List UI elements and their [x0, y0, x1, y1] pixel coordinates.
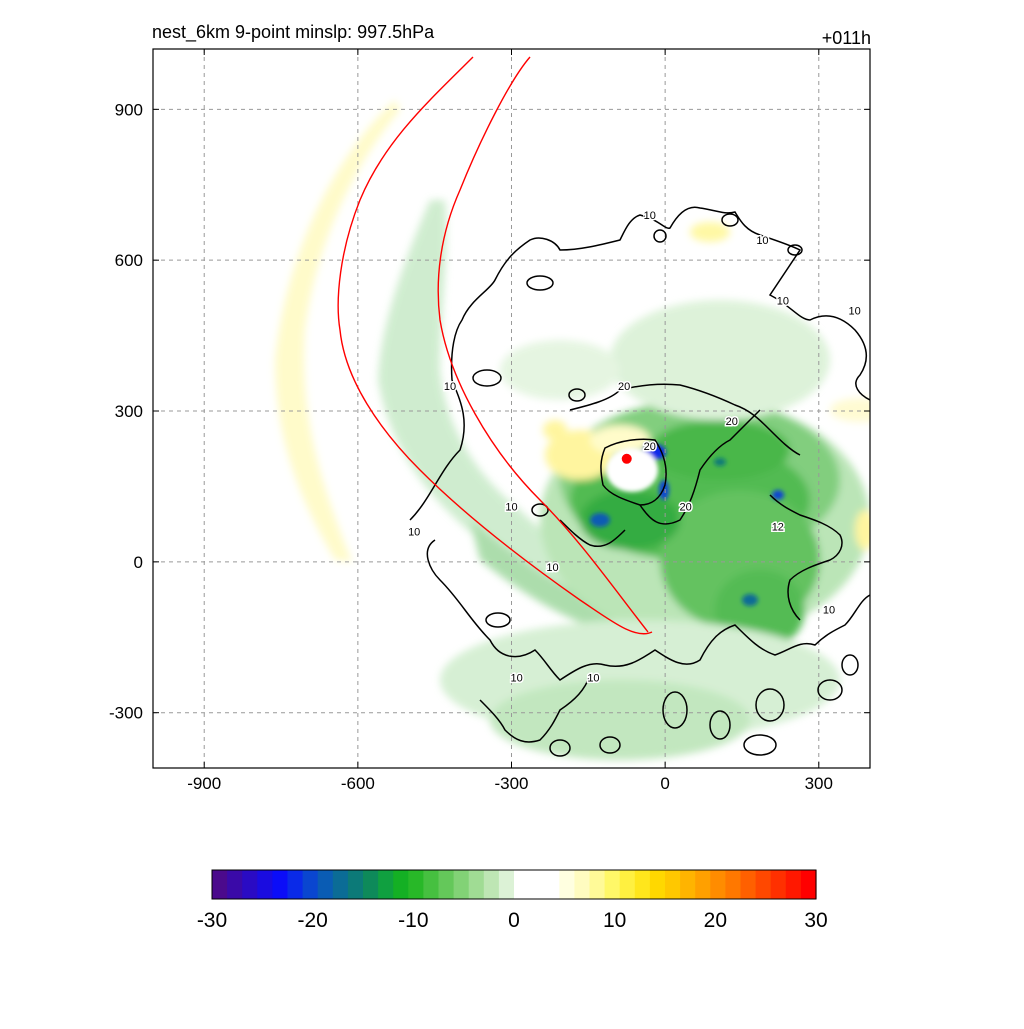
- y-tick-label: 0: [134, 553, 143, 572]
- colorbar-swatch: [468, 870, 485, 899]
- contour-label: 20: [644, 441, 656, 453]
- colorbar-swatch: [287, 870, 304, 899]
- colorbar-swatch: [634, 870, 651, 899]
- colorbar-swatch: [378, 870, 394, 899]
- x-tick-label: -900: [187, 774, 221, 793]
- colorbar-swatch: [438, 870, 455, 899]
- contour-label: 10: [505, 502, 517, 514]
- colorbar-swatch: [559, 870, 575, 899]
- colorbar-swatch: [347, 870, 364, 899]
- contour-label-group: 10 10 10 10 10 20 20 20 20 12 10 10 10 10 10 10: [407, 208, 863, 686]
- colorbar-swatch: [272, 870, 289, 899]
- contour-label: 12: [772, 522, 784, 534]
- colorbar-swatch: [755, 870, 772, 899]
- colorbar-swatch: [257, 870, 273, 899]
- colorbar-swatch: [740, 870, 757, 899]
- colorbar-swatch: [453, 870, 470, 899]
- colorbar-tick-label: 10: [603, 909, 626, 932]
- contour-20-eyewall: [600, 438, 667, 506]
- positive-anomaly-arc: [275, 100, 400, 562]
- y-tick-label: 900: [115, 100, 143, 119]
- contour-10-outer: [409, 206, 870, 521]
- colorbar-frame: [211, 869, 817, 900]
- colorbar-tick-label: -30: [197, 909, 227, 932]
- colorbar-swatch: [680, 870, 696, 899]
- chart-title: nest_6km 9-point minslp: 997.5hPa: [152, 22, 435, 42]
- colorbar-swatch: [529, 870, 545, 899]
- track-line-inner: [437, 56, 649, 633]
- colorbar-swatch: [363, 870, 379, 899]
- colorbar-swatch: [695, 870, 711, 899]
- contour-label: 10: [849, 305, 861, 317]
- contour-label: 10: [444, 381, 456, 393]
- colorbar-swatch: [423, 870, 440, 899]
- colorbar-swatch: [800, 870, 817, 899]
- storm-center-marker: [621, 453, 632, 464]
- contour-label: 10: [756, 235, 768, 247]
- colorbar-tick-label: 20: [704, 909, 727, 932]
- colorbar-tick-label: -20: [297, 909, 327, 932]
- colorbar-swatch: [649, 870, 666, 899]
- contour-label: 10: [644, 210, 656, 222]
- y-tick-label: 600: [115, 251, 143, 270]
- contour-10-southwest: [479, 674, 591, 743]
- contours: [409, 206, 870, 757]
- colorbar-swatch: [544, 870, 560, 899]
- y-tick-label: -300: [109, 704, 143, 723]
- contour-label: 10: [408, 527, 420, 539]
- contour-label: 10: [587, 672, 599, 684]
- colorbar-swatch: [770, 870, 787, 899]
- colorbar: -30 -20 -10 0 10 20 30: [197, 869, 828, 932]
- contour-label: 20: [618, 381, 630, 393]
- colorbar-swatch: [483, 870, 500, 899]
- colorbar-swatch: [302, 870, 319, 899]
- colorbar-swatch: [574, 870, 591, 899]
- contour-label: 10: [510, 672, 522, 684]
- colorbar-swatch: [604, 870, 621, 899]
- forecast-hour-label: +011h: [821, 28, 871, 48]
- contour-20-inner: [569, 383, 801, 456]
- colorbar-swatch: [589, 870, 606, 899]
- colorbar-swatch: [393, 870, 409, 899]
- x-tick-label: -600: [341, 774, 375, 793]
- colorbar-swatch: [725, 870, 742, 899]
- contour-10-west: [426, 539, 870, 681]
- colorbar-swatch: [408, 870, 424, 899]
- colorbar-swatch: [212, 870, 228, 899]
- contour-label: 10: [823, 605, 835, 617]
- colorbar-swatch: [665, 870, 681, 899]
- colorbar-tick-label: 30: [804, 909, 827, 932]
- contour-label: 20: [680, 502, 692, 514]
- colorbar-swatch: [619, 870, 636, 899]
- track-lines: [337, 56, 653, 635]
- track-line-outer: [337, 56, 653, 635]
- y-axis: -300 0 300 600 900: [109, 100, 870, 723]
- colorbar-tick-label: -10: [398, 909, 428, 932]
- colorbar-swatch: [317, 870, 334, 899]
- x-axis: -900 -600 -300 0 300: [187, 49, 833, 793]
- contour-label: 20: [726, 416, 738, 428]
- colorbar-swatch: [514, 870, 530, 899]
- colorbar-tick-label: 0: [508, 909, 520, 932]
- y-tick-label: 300: [115, 402, 143, 421]
- colorbar-swatch: [710, 870, 726, 899]
- colorbar-swatch: [242, 870, 258, 899]
- contour-label: 10: [777, 295, 789, 307]
- colorbar-swatch: [498, 870, 515, 899]
- x-tick-label: -300: [494, 774, 528, 793]
- contour-label: 10: [546, 562, 558, 574]
- x-tick-label: 300: [805, 774, 833, 793]
- colorbar-swatch: [332, 870, 349, 899]
- colorbar-swatch: [785, 870, 802, 899]
- colorbar-swatch: [227, 870, 243, 899]
- x-tick-label: 0: [660, 774, 669, 793]
